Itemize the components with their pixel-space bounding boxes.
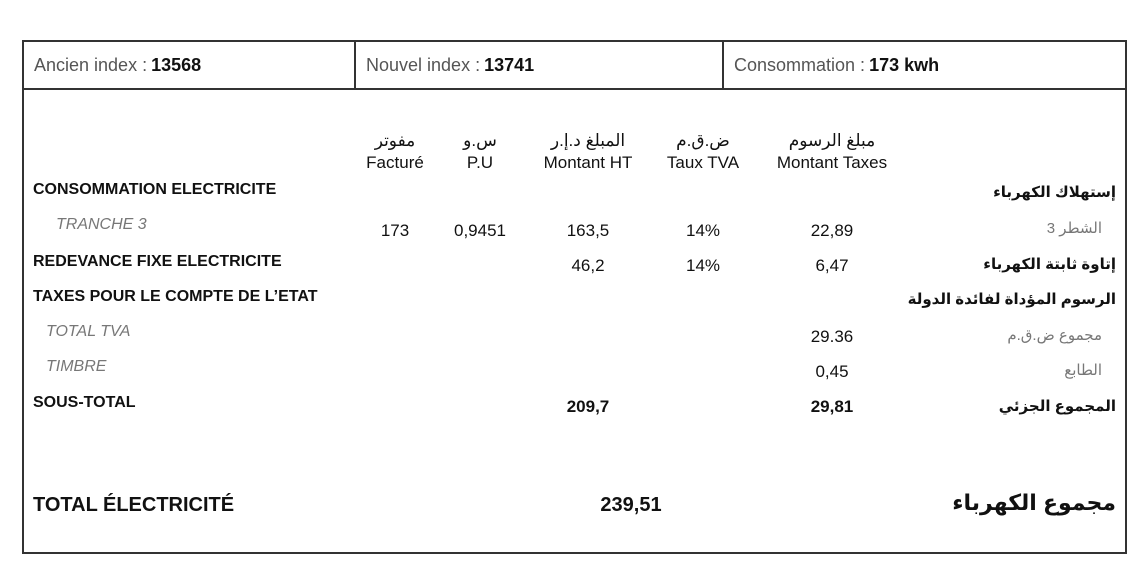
ancien-index-value: 13568: [151, 54, 202, 75]
timbre-montant-taxes: 0,45: [815, 362, 849, 381]
total-tva-montant-taxes: 29.36: [810, 327, 854, 346]
row-tranche-label: TRANCHE 3: [56, 216, 147, 233]
total-electricite-ar: مجموع الكهرباء: [952, 490, 1116, 515]
consommation-label: Consommation :: [734, 54, 866, 75]
nouvel-index-value: 13741: [484, 54, 535, 75]
nouvel-index-label: Nouvel index :: [366, 54, 481, 75]
row-sous-total-ar: المجموع الجزئي: [998, 398, 1116, 415]
col-facture-ar: مفوتر: [374, 131, 416, 150]
sous-total-montant-ht: 209,7: [566, 397, 610, 416]
col-montant-ht-fr: Montant HT: [543, 153, 633, 172]
col-taux-tva-header: ض.ق.م Taux TVA: [655, 130, 751, 174]
tranche-montant-taxes: 22,89: [810, 221, 854, 240]
row-sous-total-label: SOUS-TOTAL: [33, 394, 136, 411]
col-montant-ht-ar: المبلغ د.إ.ر: [550, 131, 626, 150]
index-header: Ancien index : 13568 Nouvel index : 1374…: [24, 42, 1125, 90]
col-pu-header: س.و P.U: [445, 130, 515, 174]
col-taux-tva-fr: Taux TVA: [666, 153, 740, 172]
col-pu-fr: P.U: [466, 153, 494, 172]
row-consommation-label: CONSOMMATION ELECTRICITE: [33, 181, 277, 198]
col-montant-taxes-ar: مبلغ الرسوم: [788, 131, 876, 150]
row-tranche-ar: الشطر 3: [1046, 220, 1102, 237]
row-total-tva-label: TOTAL TVA: [46, 323, 131, 340]
tranche-montant-ht: 163,5: [566, 221, 610, 240]
row-redevance-ar: إتاوة ثابتة الكهرباء: [983, 256, 1116, 273]
col-taux-tva-ar: ض.ق.م: [676, 131, 730, 150]
consommation-kwh: Consommation : 173 kwh: [722, 42, 1125, 88]
row-consommation-ar: إستهلاك الكهرباء: [993, 184, 1116, 201]
tranche-pu: 0,9451: [454, 221, 506, 240]
redevance-montant-taxes: 6,47: [815, 256, 849, 275]
col-facture-header: مفوتر Facturé: [355, 130, 435, 174]
row-total-tva-ar: مجموع ض.ق.م: [1007, 327, 1102, 344]
sous-total-montant-taxes: 29,81: [810, 397, 854, 416]
col-montant-ht-header: المبلغ د.إ.ر Montant HT: [528, 130, 648, 174]
nouvel-index: Nouvel index : 13741: [354, 42, 722, 88]
col-facture-fr: Facturé: [366, 153, 424, 172]
col-montant-taxes-fr: Montant Taxes: [776, 153, 888, 172]
row-timbre-label: TIMBRE: [46, 358, 107, 375]
col-montant-taxes-header: مبلغ الرسوم Montant Taxes: [762, 130, 902, 174]
redevance-taux-tva: 14%: [685, 256, 721, 275]
tranche-facture: 173: [380, 221, 410, 240]
row-taxes-etat-label: TAXES POUR LE COMPTE DE L’ETAT: [33, 288, 318, 305]
row-timbre-ar: الطابع: [1064, 362, 1102, 379]
row-redevance-label: REDEVANCE FIXE ELECTRICITE: [33, 253, 282, 270]
consommation-value: 173 kwh: [869, 54, 940, 75]
total-electricite-value: 239,51: [600, 494, 662, 516]
tranche-taux-tva: 14%: [685, 221, 721, 240]
redevance-montant-ht: 46,2: [571, 256, 605, 275]
invoice-electricity-table: Ancien index : 13568 Nouvel index : 1374…: [22, 40, 1127, 554]
col-pu-ar: س.و: [463, 131, 497, 150]
ancien-index: Ancien index : 13568: [24, 42, 354, 88]
total-electricite-label: TOTAL ÉLECTRICITÉ: [33, 494, 235, 516]
row-taxes-etat-ar: الرسوم المؤداة لفائدة الدولة: [907, 291, 1116, 308]
ancien-index-label: Ancien index :: [34, 54, 148, 75]
